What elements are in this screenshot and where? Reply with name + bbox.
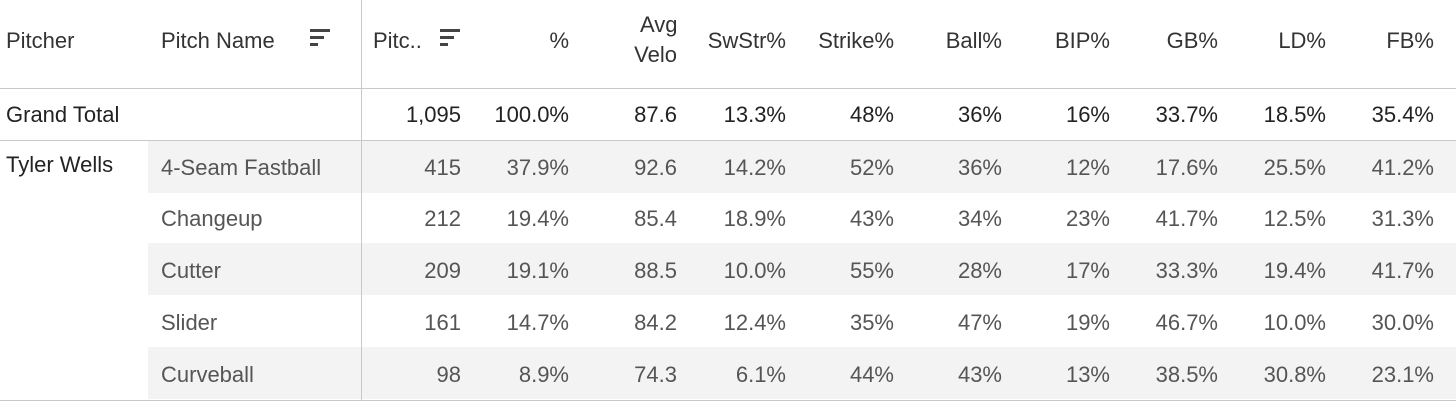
strike-cell: 43% [849,206,894,231]
table-row: 4-Seam Fastball 415 37.9% 92.6 14.2% 52%… [0,141,1456,193]
pitches-cell: 209 [424,258,461,283]
swstr-cell: 6.1% [735,362,786,387]
strike-cell: 55% [849,258,894,283]
header-bip[interactable]: BIP% [1054,28,1110,53]
pitches-cell: 212 [424,206,461,231]
table-row: Cutter 209 19.1% 88.5 10.0% 55% 28% 17% … [0,244,1456,296]
gb-cell: 17.6% [1155,155,1218,180]
fb-cell: 41.7% [1371,258,1434,283]
bip-cell: 12% [1065,155,1110,180]
header-fb[interactable]: FB% [1386,28,1434,53]
grand-total-fb: 35.4% [1371,102,1434,127]
column-divider [361,0,362,400]
bip-cell: 23% [1065,206,1110,231]
grand-total-pitches: 1,095 [405,102,461,127]
grand-total-divider [0,140,1456,141]
percent-cell: 14.7% [506,310,569,335]
swstr-cell: 10.0% [723,258,786,283]
grand-total-ld: 18.5% [1263,102,1326,127]
fb-cell: 41.2% [1371,155,1434,180]
pitch-name-cell: Changeup [161,206,263,231]
header-gb[interactable]: GB% [1166,28,1218,53]
ld-cell: 25.5% [1263,155,1326,180]
bip-cell: 13% [1065,362,1110,387]
header-avg-velo-line2: Velo [634,42,677,67]
pitches-cell: 161 [424,310,461,335]
grand-total-swstr: 13.3% [723,102,786,127]
gb-cell: 38.5% [1155,362,1218,387]
percent-cell: 19.1% [506,258,569,283]
grand-total-label: Grand Total [6,102,120,127]
header-ball[interactable]: Ball% [945,28,1002,53]
pitches-cell: 98 [436,362,461,387]
ball-cell: 34% [957,206,1002,231]
fb-cell: 30.0% [1371,310,1434,335]
ball-cell: 43% [957,362,1002,387]
strike-cell: 52% [849,155,894,180]
header-ld[interactable]: LD% [1278,28,1326,53]
sort-descending-icon[interactable] [440,29,460,47]
avg-velo-cell: 88.5 [634,258,677,283]
grand-total-gb: 33.7% [1155,102,1218,127]
avg-velo-cell: 92.6 [634,155,677,180]
header-strike[interactable]: Strike% [818,28,894,53]
ld-cell: 30.8% [1263,362,1326,387]
pitch-name-cell: Curveball [161,362,254,387]
pitcher-name: Tyler Wells [6,152,114,177]
gb-cell: 41.7% [1155,206,1218,231]
ld-cell: 10.0% [1263,310,1326,335]
ball-cell: 47% [957,310,1002,335]
ld-cell: 12.5% [1263,206,1326,231]
sort-descending-icon[interactable] [310,29,330,47]
swstr-cell: 18.9% [723,206,786,231]
strike-cell: 35% [849,310,894,335]
table-header: Pitcher Pitch Name Pitc.. % Avg Velo SwS… [0,0,1456,88]
row-band [148,347,1456,399]
grand-total-bip: 16% [1065,102,1110,127]
header-avg-velo[interactable]: Avg Velo [600,10,677,70]
strike-cell: 44% [849,362,894,387]
grand-total-strike: 48% [849,102,894,127]
fb-cell: 23.1% [1371,362,1434,387]
gb-cell: 46.7% [1155,310,1218,335]
header-swstr[interactable]: SwStr% [707,28,786,53]
grand-total-avg-velo: 87.6 [634,102,677,127]
gb-cell: 33.3% [1155,258,1218,283]
header-divider [0,88,1456,89]
grand-total-row: Grand Total 1,095 100.0% 87.6 13.3% 48% … [0,88,1456,140]
header-pitch-name[interactable]: Pitch Name [161,28,275,53]
bip-cell: 17% [1065,258,1110,283]
row-band [148,141,1456,193]
table-row: Changeup 212 19.4% 85.4 18.9% 43% 34% 23… [0,192,1456,244]
header-percent[interactable]: % [549,28,569,53]
ball-cell: 28% [957,258,1002,283]
grand-total-ball: 36% [957,102,1002,127]
table-row: Slider 161 14.7% 84.2 12.4% 35% 47% 19% … [0,296,1456,348]
grand-total-percent: 100.0% [494,102,569,127]
swstr-cell: 14.2% [723,155,786,180]
pitch-name-cell: Slider [161,310,218,335]
table-row: Curveball 98 8.9% 74.3 6.1% 44% 43% 13% … [0,348,1456,400]
header-avg-velo-line1: Avg [640,12,678,37]
percent-cell: 19.4% [506,206,569,231]
pitches-cell: 415 [424,155,461,180]
pitch-name-cell: 4-Seam Fastball [161,155,322,180]
percent-cell: 8.9% [518,362,569,387]
avg-velo-cell: 85.4 [634,206,677,231]
bip-cell: 19% [1065,310,1110,335]
avg-velo-cell: 84.2 [634,310,677,335]
header-pitches[interactable]: Pitc.. [373,28,422,53]
ball-cell: 36% [957,155,1002,180]
swstr-cell: 12.4% [723,310,786,335]
ld-cell: 19.4% [1263,258,1326,283]
fb-cell: 31.3% [1371,206,1434,231]
percent-cell: 37.9% [506,155,569,180]
pitch-name-cell: Cutter [161,258,221,283]
header-pitcher[interactable]: Pitcher [6,28,75,53]
row-band [148,243,1456,295]
avg-velo-cell: 74.3 [634,362,677,387]
table-bottom-border [0,400,1456,401]
